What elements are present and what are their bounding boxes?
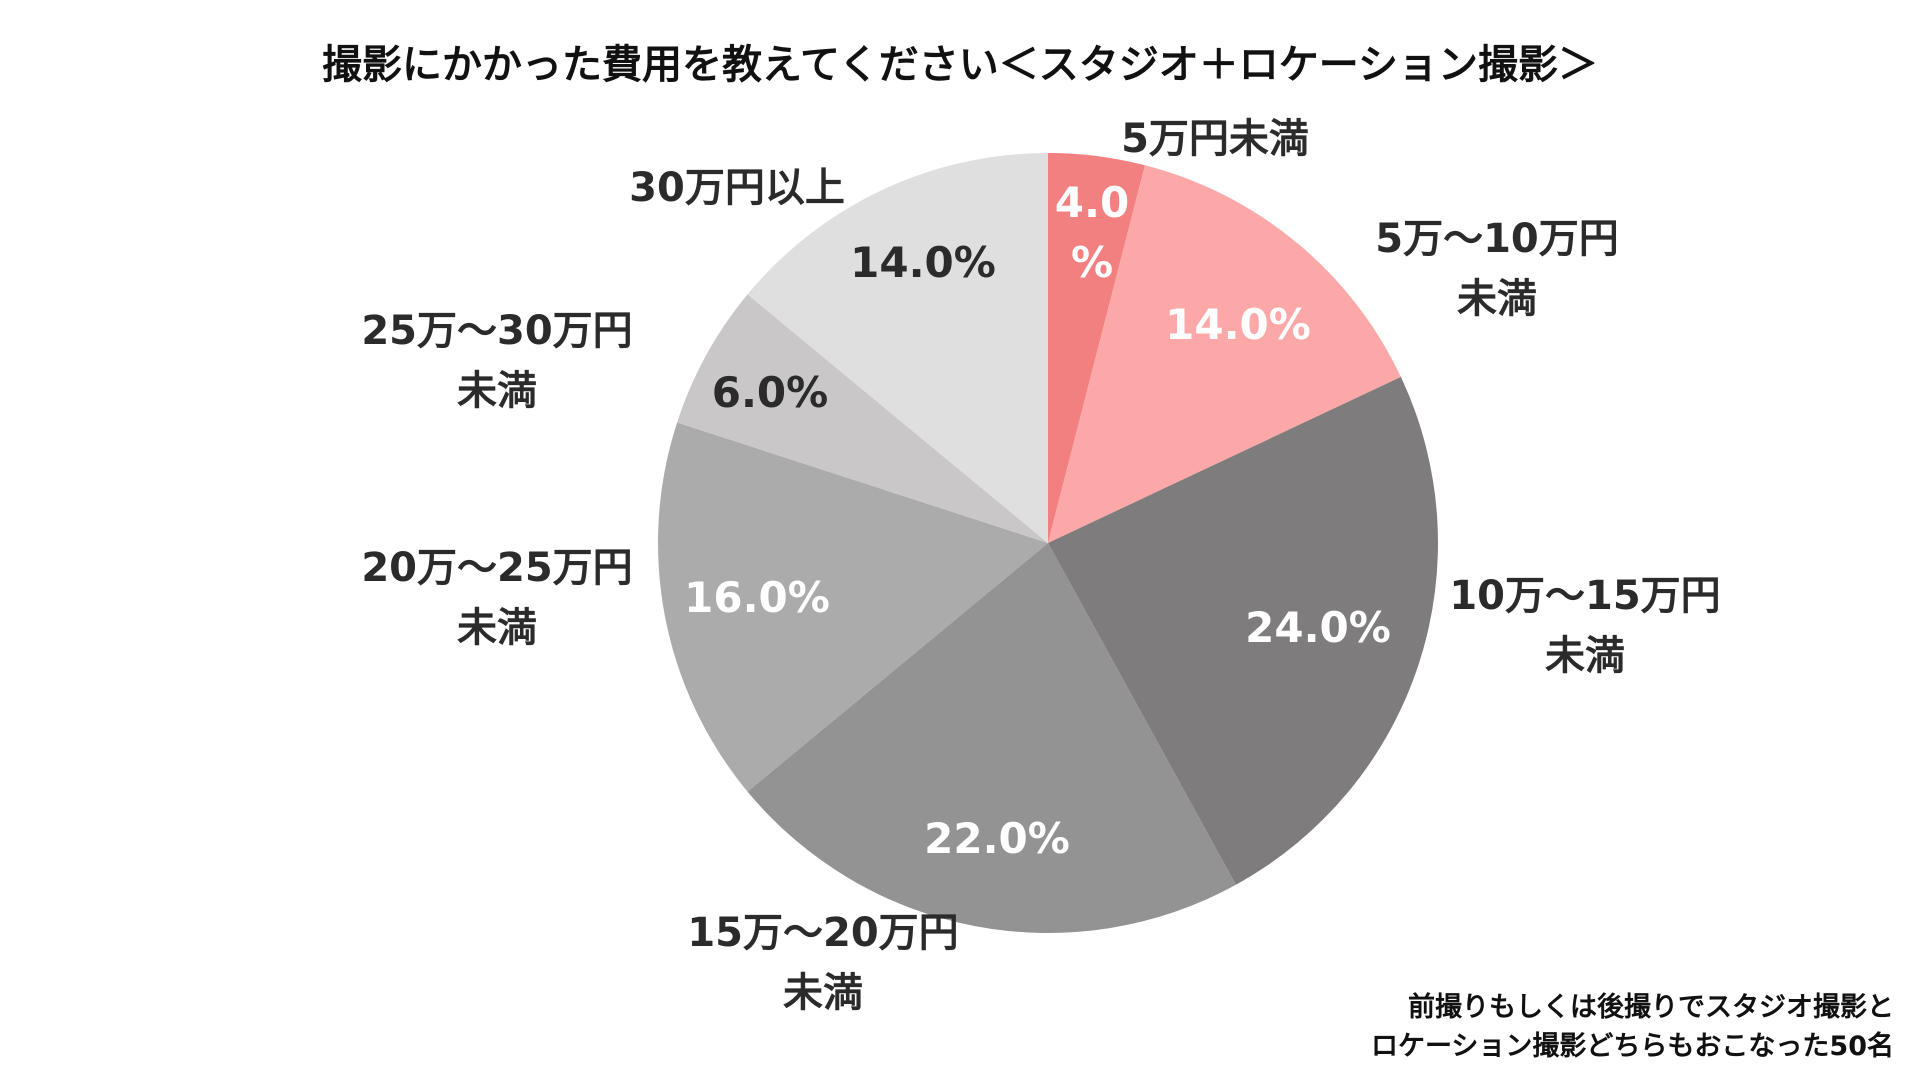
sample-note-line-2: ロケーション撮影どちらもおこなった50名 [1370, 1031, 1894, 1063]
pie-slice-1 [1048, 152, 1145, 543]
pie-slice-6 [677, 294, 1048, 543]
sample-note: 前撮りもしくは後撮りでスタジオ撮影と ロケーション撮影どちらもおこなった50名 [1371, 988, 1894, 1066]
sample-note-line-1: 前撮りもしくは後撮りでスタジオ撮影と [1408, 992, 1894, 1023]
pie-slice-3 [1048, 376, 1438, 885]
value-label-6: 6.0% [712, 368, 828, 417]
category-labels: 5万円未満 5万～10万円未満 10万～15万円未満 15万～20万円未満 20万～25… [361, 116, 1720, 1016]
value-label-1: 4.0% [1055, 178, 1129, 287]
value-label-5: 16.0% [684, 573, 830, 622]
value-label-3: 24.0% [1245, 603, 1391, 652]
value-label-2: 14.0% [1165, 300, 1311, 349]
category-label-1: 5万円未満 [1121, 116, 1309, 162]
category-label-7: 30万円以上 [629, 165, 845, 211]
value-labels: 4.0 % 14.0% 24.0% 22.0% 16.0% 6.0% 14.0% [684, 178, 1391, 863]
category-label-3: 10万～15万円未満 [1449, 573, 1720, 679]
value-label-4: 22.0% [924, 814, 1070, 863]
pie-slice-5 [657, 422, 1048, 792]
pie-slice-4 [747, 543, 1236, 934]
category-label-2: 5万～10万円未満 [1375, 216, 1619, 322]
category-label-6: 25万～30万円未満 [361, 308, 632, 414]
value-label-7: 14.0% [850, 238, 996, 287]
category-label-4: 15万～20万円未満 [687, 910, 958, 1016]
chart-title: 撮影にかかった費用を教えてください＜スタジオ＋ロケーション撮影＞ [322, 42, 1598, 88]
category-label-5: 20万～25万円未満 [361, 545, 632, 651]
pie-slice-2 [1048, 165, 1401, 543]
pie-slice-7 [747, 153, 1048, 543]
pie-slices [657, 152, 1438, 934]
